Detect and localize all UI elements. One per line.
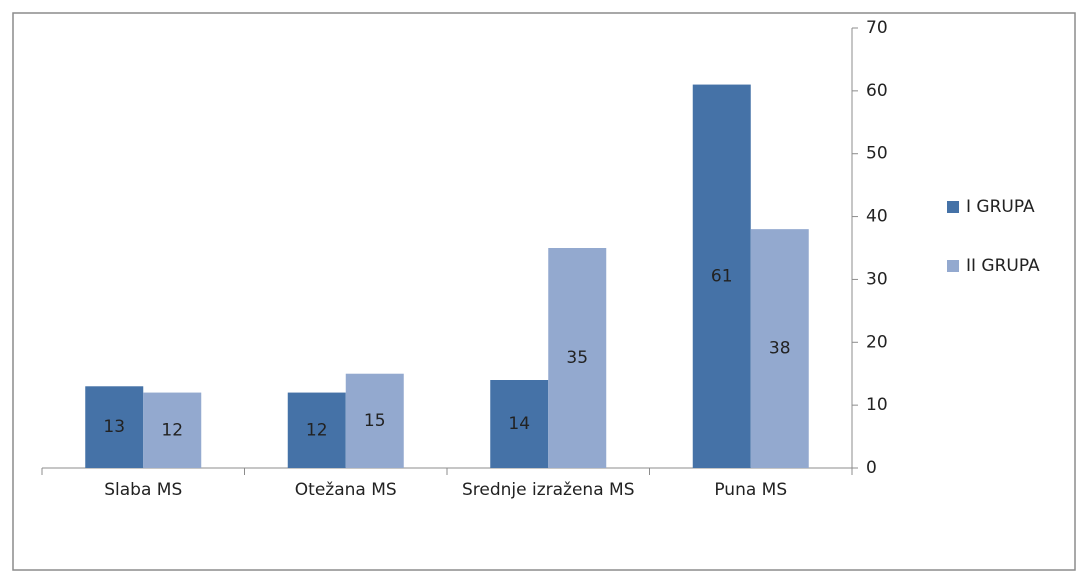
data-label: 12 bbox=[161, 420, 183, 440]
data-label: 15 bbox=[364, 411, 386, 431]
bar bbox=[85, 386, 144, 468]
x-tick-label: Srednje izražena MS bbox=[461, 480, 635, 500]
y-tick-label: 50 bbox=[866, 144, 888, 164]
y-tick-label: 70 bbox=[866, 18, 888, 38]
x-tick-label-box: Puna MS bbox=[714, 480, 788, 500]
bar bbox=[345, 373, 404, 468]
data-label: 38 bbox=[769, 339, 791, 359]
data-label: 14 bbox=[508, 414, 530, 434]
x-tick-label: Otežana MS bbox=[294, 480, 397, 500]
x-tick-label-box: Srednje izražena MS bbox=[461, 480, 635, 500]
data-label: 61 bbox=[711, 266, 733, 286]
x-tick-label: Slaba MS bbox=[104, 480, 183, 500]
y-tick-label: 60 bbox=[866, 81, 888, 101]
x-tick-label: Puna MS bbox=[714, 480, 788, 500]
y-tick-label: 0 bbox=[866, 458, 877, 478]
x-tick-label-box: Slaba MS bbox=[104, 480, 183, 500]
bar bbox=[750, 229, 809, 468]
chart-border bbox=[12, 12, 1076, 571]
bar bbox=[287, 392, 346, 468]
data-label: 13 bbox=[103, 417, 125, 437]
legend-swatch bbox=[947, 260, 959, 272]
legend-label: I GRUPA bbox=[966, 197, 1035, 217]
data-label: 35 bbox=[566, 348, 588, 368]
legend-label: II GRUPA bbox=[966, 256, 1040, 276]
y-tick-label: 30 bbox=[866, 269, 888, 289]
bar bbox=[143, 392, 202, 468]
x-tick-label-box: Otežana MS bbox=[294, 480, 397, 500]
bar bbox=[490, 380, 549, 468]
legend-swatch bbox=[947, 201, 959, 213]
bar bbox=[548, 248, 607, 468]
bar bbox=[692, 84, 751, 469]
data-label: 12 bbox=[306, 420, 328, 440]
y-tick-label: 40 bbox=[866, 207, 888, 227]
y-tick-label: 10 bbox=[866, 395, 888, 415]
y-tick-label: 20 bbox=[866, 332, 888, 352]
